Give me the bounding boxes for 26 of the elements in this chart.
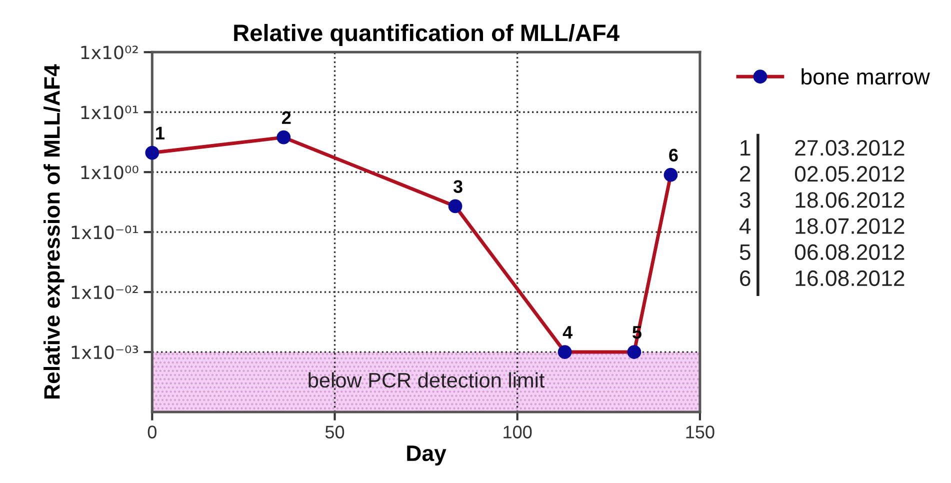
text: 3 18.06.2012 <box>740 192 904 208</box>
y-tick-label: 1x10⁻⁰¹ <box>72 226 138 240</box>
annotation: 3 <box>453 180 462 193</box>
y-tick-label: 1x10⁰¹ <box>81 106 138 120</box>
x-tick-label: 100 <box>504 426 532 438</box>
text: 1 27.03.2012 <box>740 140 904 156</box>
text: 5 06.08.2012 <box>740 244 904 260</box>
y-tick-label: 1x10⁰² <box>81 46 138 60</box>
x-axis-title: Day <box>407 446 446 466</box>
y-tick-label: 1x10⁰⁰ <box>81 166 138 180</box>
text: 2 02.05.2012 <box>740 166 904 182</box>
x-tick-label: 150 <box>686 426 714 438</box>
annotation: 1 <box>156 126 164 140</box>
x-tick-label: 50 <box>325 426 344 438</box>
annotation: 2 <box>282 111 291 124</box>
text: 6 16.08.2012 <box>740 270 904 286</box>
band-label: below PCR detection limit <box>308 372 545 388</box>
chart-title: Relative quantification of MLL/AF4 <box>234 24 620 46</box>
legend-label: bone marrow <box>802 68 930 85</box>
y-tick-label: 1x10⁻⁰³ <box>72 345 138 360</box>
annotation: 4 <box>562 326 573 339</box>
y-tick-label: 1x10⁻⁰² <box>72 286 138 300</box>
x-tick-label: 0 <box>148 426 156 438</box>
y-axis-title: Relative expression of MLL/AF4 <box>44 64 64 399</box>
annotation: 6 <box>669 148 678 162</box>
text: 4 18.07.2012 <box>739 218 904 234</box>
